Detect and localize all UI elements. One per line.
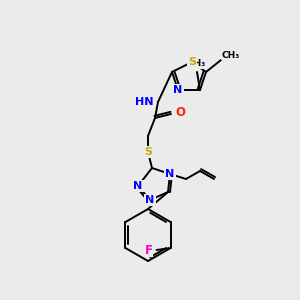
Text: O: O [175,106,185,119]
Text: N: N [134,181,142,191]
Text: F: F [145,244,152,256]
Text: N: N [173,85,183,95]
Text: N: N [165,169,175,179]
Text: N: N [146,195,154,205]
Text: HN: HN [136,97,154,107]
Text: S: S [188,57,196,67]
Text: CH₃: CH₃ [222,50,240,59]
Text: CH₃: CH₃ [188,59,206,68]
Text: S: S [144,147,152,157]
